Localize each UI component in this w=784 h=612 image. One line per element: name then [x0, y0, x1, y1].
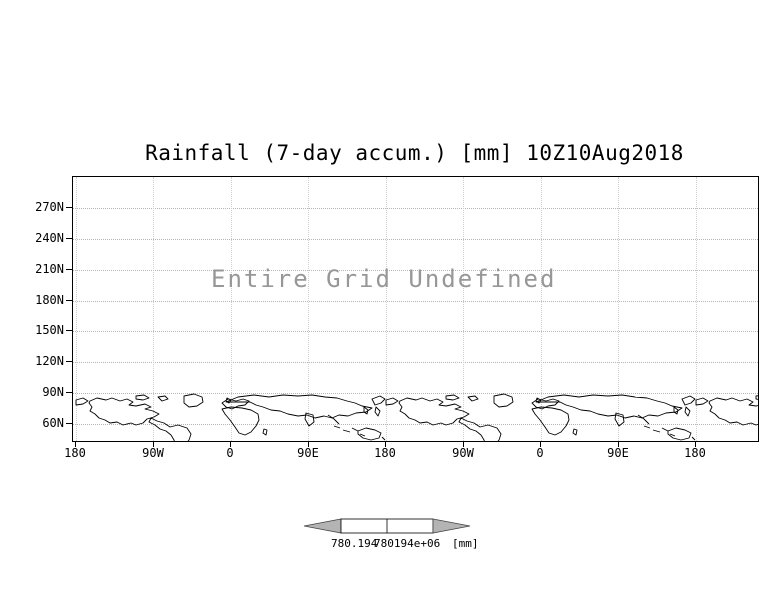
colorbar-right-arrow-icon — [432, 518, 471, 534]
grid-line-h — [73, 424, 758, 425]
grid-line-v — [76, 177, 77, 441]
undefined-grid-annotation: Entire Grid Undefined — [211, 265, 557, 293]
y-tick-mark — [66, 300, 72, 301]
x-axis-tick-label: 180 — [64, 446, 86, 460]
grid-line-v — [231, 177, 232, 441]
grid-line-v — [541, 177, 542, 441]
x-axis-tick-label: 0 — [536, 446, 544, 460]
grid-line-v — [308, 177, 309, 441]
x-axis-tick-label: 90E — [297, 446, 319, 460]
coastline-map — [75, 393, 758, 441]
y-axis-tick-label: 90N — [42, 385, 64, 399]
grid-line-h — [73, 301, 758, 302]
y-tick-mark — [66, 238, 72, 239]
y-tick-mark — [66, 423, 72, 424]
colorbar-unit-label: [mm] — [452, 537, 479, 550]
y-tick-mark — [66, 207, 72, 208]
grid-line-h — [73, 331, 758, 332]
x-tick-mark — [230, 441, 231, 447]
x-axis-tick-label: 180 — [374, 446, 396, 460]
x-tick-mark — [153, 441, 154, 447]
y-tick-mark — [66, 361, 72, 362]
y-axis-tick-label: 60N — [42, 416, 64, 430]
x-axis-tick-label: 180 — [684, 446, 706, 460]
x-tick-mark — [618, 441, 619, 447]
grid-line-v — [696, 177, 697, 441]
x-tick-mark — [75, 441, 76, 447]
x-axis-tick-label: 0 — [226, 446, 234, 460]
x-tick-mark — [308, 441, 309, 447]
grid-line-h — [73, 239, 758, 240]
colorbar-tick-label: 780194e+06 — [374, 537, 441, 550]
y-tick-mark — [66, 330, 72, 331]
colorbar-tick-label: 780.194 — [331, 537, 378, 550]
x-tick-mark — [540, 441, 541, 447]
grid-line-h — [73, 270, 758, 271]
y-axis-tick-label: 180N — [35, 293, 64, 307]
colorbar — [303, 518, 471, 534]
grid-line-v — [386, 177, 387, 441]
x-tick-mark — [385, 441, 386, 447]
colorbar-left-arrow-icon — [303, 518, 342, 534]
x-axis-tick-label: 90W — [452, 446, 474, 460]
y-axis-tick-label: 210N — [35, 262, 64, 276]
y-tick-mark — [66, 269, 72, 270]
grid-line-h — [73, 362, 758, 363]
chart-title: Rainfall (7-day accum.) [mm] 10Z10Aug201… — [145, 141, 684, 165]
grid-line-h — [73, 208, 758, 209]
y-axis-tick-label: 150N — [35, 323, 64, 337]
y-axis-tick-label: 270N — [35, 200, 64, 214]
y-tick-mark — [66, 392, 72, 393]
y-axis-tick-label: 240N — [35, 231, 64, 245]
x-axis-tick-label: 90W — [142, 446, 164, 460]
x-tick-mark — [463, 441, 464, 447]
grid-line-v — [153, 177, 154, 441]
x-tick-mark — [695, 441, 696, 447]
x-axis-tick-label: 90E — [607, 446, 629, 460]
grid-line-v — [463, 177, 464, 441]
y-axis-tick-label: 120N — [35, 354, 64, 368]
grid-line-v — [618, 177, 619, 441]
plot-area: Entire Grid Undefined — [72, 176, 759, 442]
grid-line-h — [73, 393, 758, 394]
